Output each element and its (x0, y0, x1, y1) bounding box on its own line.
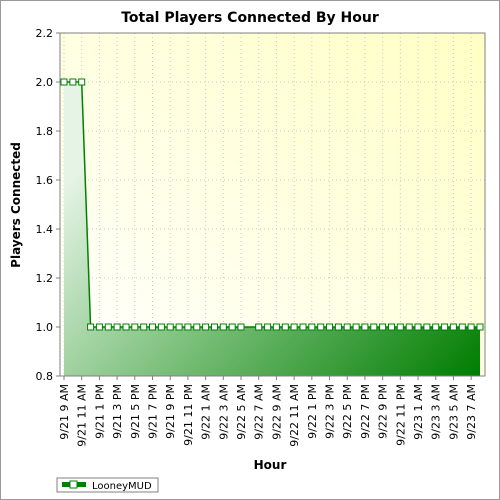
y-tick-label: 2.2 (36, 27, 54, 40)
x-tick-label: 9/22 3 PM (324, 384, 337, 439)
data-point (281, 323, 289, 331)
y-axis-ticks: 0.8 1.0 1.2 1.4 1.6 1.8 2.0 2.2 (36, 27, 60, 383)
x-tick-label: 9/21 9 AM (58, 384, 71, 440)
data-point (308, 323, 316, 331)
series-area-looneymud (64, 82, 480, 376)
data-point (113, 323, 121, 331)
plot-area (60, 33, 485, 376)
x-tick-label: 9/21 11 PM (182, 384, 195, 446)
data-point (361, 323, 369, 331)
data-point (370, 323, 378, 331)
data-point (299, 323, 307, 331)
data-point (326, 323, 333, 331)
y-tick-label: 1.6 (36, 174, 54, 187)
data-point (219, 323, 227, 331)
series-markers (60, 78, 484, 331)
data-point (87, 323, 95, 331)
y-tick-label: 1.4 (36, 223, 54, 236)
data-point (414, 323, 422, 331)
x-tick-label: 9/22 7 PM (359, 384, 372, 439)
data-point (122, 323, 130, 331)
data-point (396, 323, 404, 331)
y-tick-label: 0.8 (36, 370, 54, 383)
x-tick-label: 9/22 9 AM (270, 384, 283, 440)
data-point (157, 323, 165, 331)
legend-box (56, 477, 159, 493)
data-point (441, 323, 449, 331)
chart-title: Total Players Connected By Hour (121, 10, 379, 26)
legend-label: LooneyMUD (92, 481, 152, 492)
x-tick-label: 9/22 11 AM (288, 384, 301, 447)
data-point (255, 323, 263, 331)
legend-marker (69, 480, 78, 489)
x-tick-label: 9/21 1 PM (93, 384, 106, 439)
x-tick-label: 9/23 7 AM (465, 384, 478, 440)
data-point (175, 323, 183, 331)
data-point (290, 323, 298, 331)
data-point (467, 323, 475, 331)
plot-border (59, 32, 486, 377)
data-point (388, 323, 395, 331)
x-tick-label: 9/21 7 PM (147, 384, 160, 439)
x-tick-label: 9/22 1 PM (306, 384, 319, 439)
data-point (317, 323, 325, 331)
x-tick-label: 9/23 1 AM (412, 384, 425, 440)
data-point (449, 323, 457, 331)
y-tick-label: 1.2 (36, 272, 54, 285)
data-point (131, 323, 139, 331)
data-point (343, 323, 351, 331)
data-point (264, 323, 272, 331)
data-point (211, 323, 218, 331)
data-point (140, 323, 148, 331)
data-point (60, 78, 68, 86)
data-point (228, 323, 236, 331)
data-point (476, 323, 484, 331)
x-tick-label: 9/22 7 AM (253, 384, 266, 440)
data-point (272, 323, 280, 331)
x-tick-label: 9/22 5 AM (235, 384, 248, 440)
x-tick-label: 9/22 11 PM (394, 384, 407, 446)
data-point (405, 323, 413, 331)
data-point (184, 323, 192, 331)
x-tick-label: 9/22 5 PM (341, 384, 354, 439)
y-tick-label: 1.0 (36, 321, 54, 334)
x-tick-label: 9/21 11 AM (76, 384, 89, 447)
x-tick-label: 9/22 3 AM (217, 384, 230, 440)
y-tick-label: 1.8 (36, 125, 54, 138)
data-point (149, 323, 156, 331)
legend: LooneyMUD (56, 477, 159, 493)
data-point (104, 323, 112, 331)
data-point (334, 323, 342, 331)
data-point (432, 323, 440, 331)
data-point (379, 323, 387, 331)
data-point (78, 78, 86, 86)
data-point (95, 323, 103, 331)
x-tick-label: 9/23 5 AM (447, 384, 460, 440)
x-tick-label: 9/21 3 PM (111, 384, 124, 439)
x-axis-title: Hour (254, 458, 287, 472)
data-point (69, 78, 77, 86)
y-axis-title: Players Connected (9, 142, 23, 268)
data-point (352, 323, 360, 331)
data-point (423, 323, 431, 331)
y-tick-label: 2.0 (36, 76, 54, 89)
x-tick-label: 9/22 9 PM (377, 384, 390, 439)
data-point (237, 323, 245, 331)
x-tick-label: 9/23 3 AM (430, 384, 443, 440)
data-point (166, 323, 174, 331)
data-point (458, 323, 466, 331)
x-tick-label: 9/22 1 AM (200, 384, 213, 440)
x-axis-ticks: 9/21 9 AM 9/21 11 AM 9/21 1 PM 9/21 3 PM 9/2… (58, 376, 478, 447)
data-point (202, 323, 210, 331)
data-point (193, 323, 201, 331)
x-tick-label: 9/21 5 PM (129, 384, 142, 439)
x-tick-label: 9/21 9 PM (164, 384, 177, 439)
